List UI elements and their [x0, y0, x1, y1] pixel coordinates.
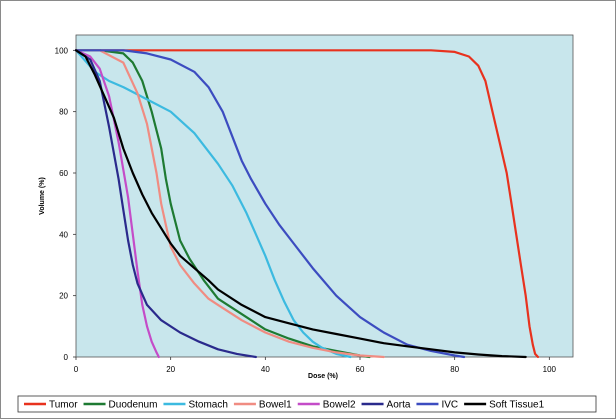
x-tick-label: 60	[356, 365, 365, 374]
legend: Tumor Duodenum Stomach Bowel1 Bowel2 Aorta IVC…	[24, 400, 545, 411]
legend-label: Bowel1	[259, 400, 292, 411]
y-axis: 0 20 40 60 80 100	[55, 46, 76, 362]
x-tick-label: 100	[543, 365, 557, 374]
y-tick-label: 80	[59, 108, 68, 117]
y-tick-label: 40	[59, 230, 68, 239]
legend-label: Tumor	[49, 400, 78, 411]
y-tick-label: 100	[55, 46, 69, 55]
series-line-stomach	[74, 49, 352, 359]
legend-label: Duodenum	[109, 400, 158, 411]
x-axis: 0 20 40 60 80 100	[74, 357, 557, 374]
legend-label: IVC	[441, 400, 458, 411]
series-line-soft-tissue1	[74, 49, 527, 359]
legend-label: Stomach	[188, 400, 227, 411]
series-line-tumor	[74, 49, 540, 359]
x-tick-label: 0	[74, 365, 79, 374]
y-tick-label: 20	[59, 292, 68, 301]
series-line-bowel1	[74, 49, 385, 359]
series-line-bowel2	[74, 49, 160, 359]
series-line-aorta	[74, 49, 257, 359]
series-line-duodenum	[74, 49, 371, 359]
series-lines	[74, 49, 540, 359]
plot-area	[75, 34, 574, 358]
y-tick-label: 60	[59, 169, 68, 178]
legend-label: Soft Tissue1	[489, 400, 544, 411]
legend-label: Bowel2	[323, 400, 356, 411]
y-axis-title: Volume (%)	[39, 177, 46, 215]
x-axis-title: Dose (%)	[308, 373, 338, 380]
x-tick-label: 40	[261, 365, 270, 374]
legend-label: Aorta	[387, 400, 411, 411]
x-tick-label: 20	[166, 365, 175, 374]
series-line-ivc	[74, 49, 466, 359]
x-tick-label: 80	[450, 365, 459, 374]
y-tick-label: 0	[64, 353, 69, 362]
